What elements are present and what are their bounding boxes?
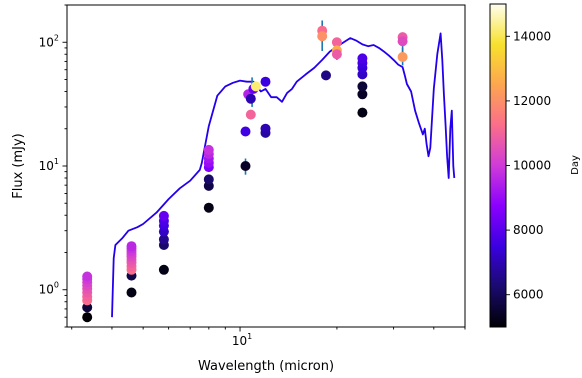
data-point-58 [357,53,368,64]
data-point-1 [82,302,93,313]
data-point-28 [203,202,214,213]
data-point-23 [158,234,169,245]
colorbar-tick-label-1: 8000 [513,223,544,237]
colorbar-tick-label-2: 10000 [513,159,551,173]
data-point-0 [82,312,93,323]
data-point-37 [240,126,251,137]
colorbar-tick-label-0: 6000 [513,288,544,302]
data-point-45 [260,76,271,87]
y-tick-label-2: 102 [39,33,59,49]
data-point-48 [321,70,331,81]
data-point-36 [240,161,251,171]
data-point-44 [260,123,271,134]
data-point-27 [158,210,169,221]
data-point-47 [317,31,328,42]
data-point-40 [245,109,256,120]
y-tick-label-0: 100 [39,281,59,297]
data-point-60 [397,36,408,47]
data-point-9 [82,271,93,282]
colorbar-tick-label-4: 14000 [513,29,551,43]
data-point-51 [331,49,342,60]
colorbar-gradient [489,3,507,328]
y-tick-label-1: 101 [39,157,59,173]
data-point-52 [357,107,368,118]
y-axis-label: Flux (mJy) [11,133,26,199]
data-point-35 [203,144,214,155]
data-point-10 [126,287,137,298]
x-axis-label: Wavelength (micron) [198,359,334,374]
data-point-42 [250,81,261,92]
data-point-49 [331,37,342,48]
data-point-30 [203,174,214,185]
plot-area: 101 100 101 102 [39,4,466,348]
data-point-61 [397,52,408,62]
data-point-21 [158,264,169,275]
data-point-39 [245,93,256,104]
data-point-54 [357,81,368,92]
colorbar-tick-label-3: 12000 [513,94,551,108]
data-point-20 [126,241,137,252]
x-tick-label-0: 101 [232,332,252,348]
colorbar-label: Day [570,155,581,175]
colorbar: 6000 8000 10000 12000 14000 Day [489,3,581,328]
data-point-53 [357,89,368,100]
